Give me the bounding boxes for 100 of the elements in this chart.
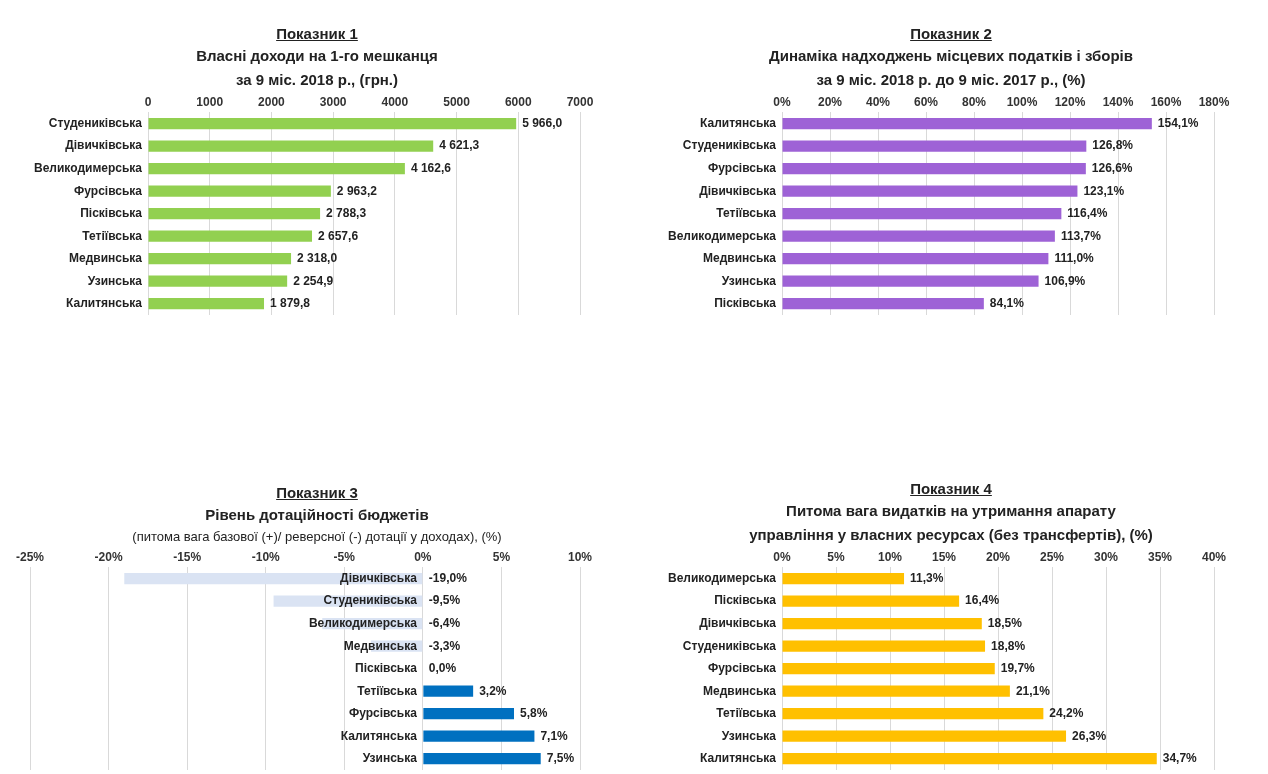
y-tick-label: Медвинська bbox=[68, 251, 143, 266]
chart-title: Показник 2 bbox=[909, 24, 993, 44]
data-label: 2 657,6 bbox=[318, 228, 359, 243]
data-label: 18,5% bbox=[987, 615, 1023, 630]
bar bbox=[782, 753, 1157, 765]
y-tick-label: Медвинська bbox=[702, 683, 777, 698]
data-label: 5 966,0 bbox=[522, 115, 563, 130]
data-label: 18,8% bbox=[991, 638, 1026, 653]
bar bbox=[148, 208, 321, 220]
bar bbox=[148, 298, 265, 310]
chart-subtitle: Питома вага видатків на утримання апарату управління у власних ресурсах (без трансфертів), (%) bbox=[748, 501, 1154, 545]
y-tick-label: Фурсівська bbox=[74, 183, 143, 198]
x-tick-label: 10% bbox=[877, 549, 903, 564]
data-label: 113,7% bbox=[1060, 228, 1102, 243]
x-tick-label: 25% bbox=[1039, 549, 1065, 564]
bar bbox=[782, 208, 1062, 220]
bar bbox=[782, 185, 1078, 197]
bar bbox=[423, 708, 514, 720]
data-label: 111,0% bbox=[1054, 251, 1095, 266]
bar bbox=[782, 140, 1087, 152]
x-tick-label: 5% bbox=[492, 549, 511, 564]
x-tick-label: 20% bbox=[985, 549, 1011, 564]
x-tick-label: 80% bbox=[961, 94, 987, 109]
data-label: 84,1% bbox=[989, 296, 1025, 311]
x-tick-label: 40% bbox=[865, 94, 891, 109]
y-tick-label: Студениківська bbox=[323, 593, 418, 608]
x-tick-label: -20% bbox=[94, 549, 123, 564]
y-tick-label: Пісківська bbox=[714, 296, 777, 311]
x-tick-label: 0% bbox=[773, 549, 791, 564]
chart-subtitle: Динаміка надходжень місцевих податків і зборів за 9 міс. 2018 р. до 9 міс. 2017 р., (%) bbox=[768, 46, 1134, 90]
y-tick-label: Тетіївська bbox=[357, 683, 418, 698]
x-tick-label: 140% bbox=[1102, 94, 1134, 109]
data-label: 126,6% bbox=[1091, 160, 1133, 175]
data-label: 26,3% bbox=[1072, 728, 1107, 743]
x-tick-label: -15% bbox=[173, 549, 202, 564]
bar bbox=[148, 275, 288, 287]
bar bbox=[782, 595, 960, 607]
x-tick-label: 3000 bbox=[319, 94, 347, 109]
y-tick-label: Великодимерська bbox=[668, 570, 777, 585]
chart-title: Показник 1 bbox=[275, 24, 359, 44]
bar bbox=[782, 253, 1049, 265]
data-label: 34,7% bbox=[1162, 751, 1198, 766]
x-tick-label: 5% bbox=[827, 549, 845, 564]
data-label: -3,3% bbox=[428, 638, 461, 653]
data-label: 4 162,6 bbox=[410, 160, 452, 175]
y-tick-label: Узинська bbox=[362, 751, 418, 766]
data-label: 7,1% bbox=[540, 728, 569, 743]
bar bbox=[782, 275, 1039, 287]
x-tick-label: -5% bbox=[333, 549, 356, 564]
data-label: 21,1% bbox=[1015, 683, 1051, 698]
data-label: 7,5% bbox=[546, 751, 575, 766]
bar bbox=[148, 163, 405, 175]
y-tick-label: Калитянська bbox=[65, 296, 143, 311]
y-tick-label: Узинська bbox=[721, 728, 777, 743]
y-tick-label: Фурсівська bbox=[708, 160, 777, 175]
x-tick-label: 1000 bbox=[196, 94, 224, 109]
data-label: -9,5% bbox=[428, 593, 461, 608]
y-tick-label: Калитянська bbox=[340, 728, 418, 743]
bar bbox=[148, 253, 292, 265]
x-tick-label: 6000 bbox=[504, 94, 532, 109]
x-tick-label: 15% bbox=[931, 549, 957, 564]
x-tick-label: 40% bbox=[1201, 549, 1227, 564]
data-label: 126,8% bbox=[1092, 138, 1134, 153]
bar bbox=[148, 140, 434, 152]
x-tick-label: 60% bbox=[913, 94, 939, 109]
data-label: -19,0% bbox=[428, 570, 468, 585]
data-label: 106,9% bbox=[1044, 273, 1086, 288]
y-tick-label: Медвинська bbox=[343, 638, 418, 653]
text: (питома вага базової (+)/ реверсної (-) дотації у доходах), (%) bbox=[131, 528, 503, 546]
bar bbox=[782, 708, 1044, 720]
x-tick-label: 100% bbox=[1006, 94, 1038, 109]
x-tick-label: 5000 bbox=[443, 94, 471, 109]
chart-subtitle: Власні доходи на 1-го мешканця за 9 міс. 2018 р., (грн.) bbox=[195, 46, 439, 90]
data-label: 24,2% bbox=[1049, 706, 1084, 721]
y-tick-label: Узинська bbox=[721, 273, 777, 288]
y-tick-label: Фурсівська bbox=[708, 661, 777, 676]
bar bbox=[782, 298, 984, 310]
y-tick-label: Тетіївська bbox=[82, 228, 143, 243]
y-tick-label: Дівичківська bbox=[65, 138, 143, 153]
data-label: 0,0% bbox=[428, 661, 457, 676]
x-tick-label: 7000 bbox=[566, 94, 594, 109]
y-tick-label: Великодимерська bbox=[34, 160, 143, 175]
bar bbox=[782, 163, 1086, 175]
y-tick-label: Великодимерська bbox=[668, 228, 777, 243]
y-tick-label: Тетіївська bbox=[716, 206, 777, 221]
y-tick-label: Великодимерська bbox=[308, 615, 418, 630]
data-label: 2 318,0 bbox=[297, 251, 338, 266]
x-tick-label: 0 bbox=[144, 94, 152, 109]
x-tick-label: 160% bbox=[1150, 94, 1182, 109]
y-tick-label: Пісківська bbox=[80, 206, 143, 221]
data-label: 2 788,3 bbox=[326, 206, 367, 221]
bar bbox=[782, 573, 905, 585]
data-label: 1 879,8 bbox=[270, 296, 311, 311]
data-label: 16,4% bbox=[965, 593, 1000, 608]
x-tick-label: 0% bbox=[414, 549, 432, 564]
x-tick-label: 180% bbox=[1198, 94, 1230, 109]
y-tick-label: Дівичківська bbox=[340, 570, 418, 585]
bar bbox=[782, 640, 986, 652]
bar bbox=[782, 685, 1010, 697]
data-label: 2 963,2 bbox=[336, 183, 378, 198]
